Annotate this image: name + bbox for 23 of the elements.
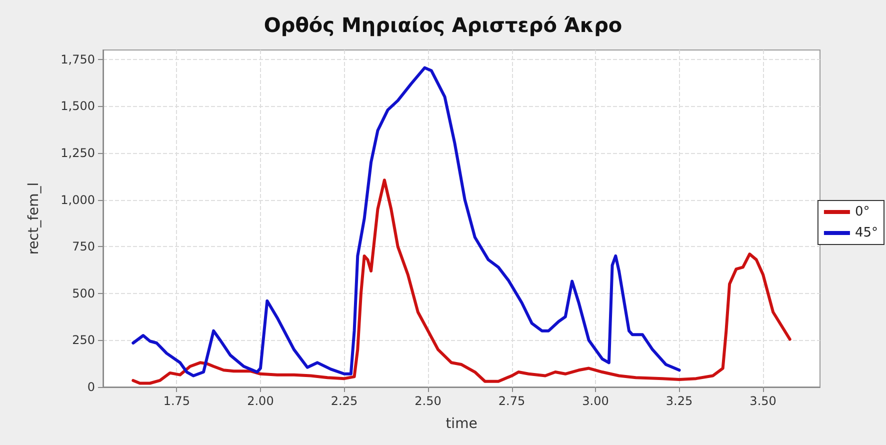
legend-label: 0° (854, 204, 870, 220)
y-tick-label: 1,750 (60, 52, 95, 66)
y-tick-label: 1,250 (60, 146, 95, 160)
y-tick-label: 250 (72, 333, 95, 348)
y-tick-label: 1,000 (60, 192, 95, 207)
line-series (132, 178, 792, 385)
x-axis-title: time (446, 416, 478, 432)
y-tick-label: 0 (87, 380, 95, 394)
y-tick-label: 750 (72, 240, 95, 254)
x-tick-label: 2.75 (498, 394, 526, 408)
chart-title: Ορθός Μηριαίος Αριστερό Άκρο (264, 13, 622, 37)
x-tick-label: 3.00 (582, 394, 609, 408)
line-series (132, 66, 681, 378)
x-tick-label: 2.25 (330, 394, 358, 408)
y-tick-label: 500 (72, 286, 95, 300)
x-tick-label: 2.00 (247, 394, 274, 408)
y-tick-label: 1,500 (60, 99, 95, 114)
x-tick-label: 3.50 (750, 394, 776, 408)
x-tick-label: 1.75 (163, 394, 190, 408)
legend-label: 45° (854, 226, 878, 240)
x-tick-label: 3.25 (666, 394, 693, 408)
y-axis-title: rect_fem_l (26, 182, 42, 255)
x-tick-label: 2.50 (414, 394, 442, 408)
